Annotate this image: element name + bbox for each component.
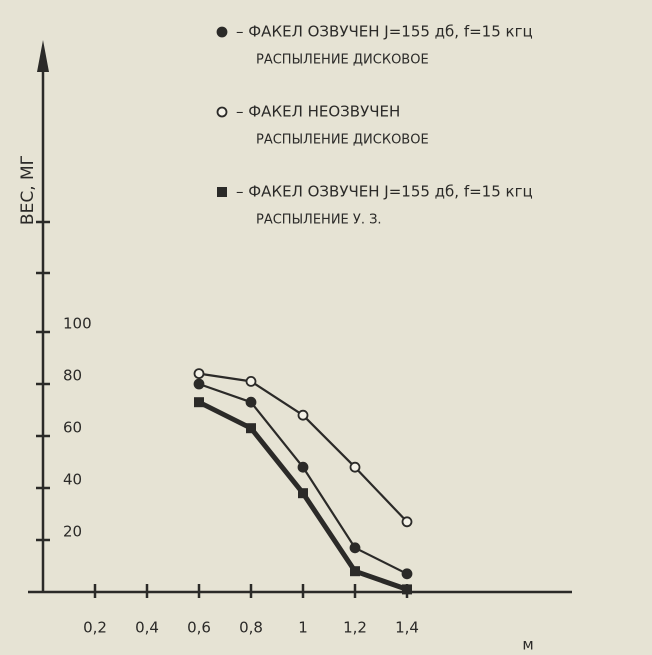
marker bbox=[401, 568, 413, 580]
x-tick-label: 0,2 bbox=[83, 619, 107, 637]
x-tick-label: 0,4 bbox=[135, 619, 159, 637]
marker bbox=[298, 488, 308, 499]
legend-sublabel: РАСПЫЛЕНИЕ ДИСКОВОЕ bbox=[256, 133, 429, 148]
marker bbox=[349, 542, 361, 554]
x-tick-label: 1,2 bbox=[343, 619, 367, 637]
marker bbox=[194, 397, 204, 408]
legend-sublabel: РАСПЫЛЕНИЕ У. З. bbox=[256, 213, 382, 228]
legend-label: – ФАКЕЛ ОЗВУЧЕН J=155 дб, f=15 кгц bbox=[236, 183, 533, 201]
marker bbox=[297, 409, 309, 421]
marker bbox=[297, 461, 309, 473]
y-axis-arrow bbox=[37, 40, 49, 72]
marker bbox=[350, 566, 360, 577]
marker bbox=[217, 187, 227, 197]
marker bbox=[245, 396, 257, 408]
y-tick-label: 40 bbox=[63, 471, 82, 489]
y-tick-label: 80 bbox=[63, 367, 82, 385]
y-tick-label: 20 bbox=[63, 523, 82, 541]
marker bbox=[349, 461, 361, 473]
marker bbox=[246, 423, 256, 434]
marker bbox=[402, 584, 412, 595]
legend-label: – ФАКЕЛ НЕОЗВУЧЕН bbox=[236, 103, 400, 121]
x-tick-label: 1,4 bbox=[395, 619, 419, 637]
x-axis-label: м bbox=[522, 636, 533, 654]
marker bbox=[193, 368, 205, 380]
legend-sublabel: РАСПЫЛЕНИЕ ДИСКОВОЕ bbox=[256, 53, 429, 68]
marker bbox=[401, 516, 413, 528]
y-tick-label: 60 bbox=[63, 419, 82, 437]
marker bbox=[216, 106, 228, 118]
x-tick-label: 1 bbox=[298, 619, 308, 637]
x-tick-label: 0,8 bbox=[239, 619, 263, 637]
marker bbox=[216, 26, 228, 38]
legend-label: – ФАКЕЛ ОЗВУЧЕН J=155 дб, f=15 кгц bbox=[236, 23, 533, 41]
y-axis-label: ВЕС, МГ bbox=[18, 155, 38, 225]
marker bbox=[193, 378, 205, 390]
y-tick-label: 100 bbox=[63, 315, 92, 333]
x-tick-label: 0,6 bbox=[187, 619, 211, 637]
marker bbox=[245, 375, 257, 387]
